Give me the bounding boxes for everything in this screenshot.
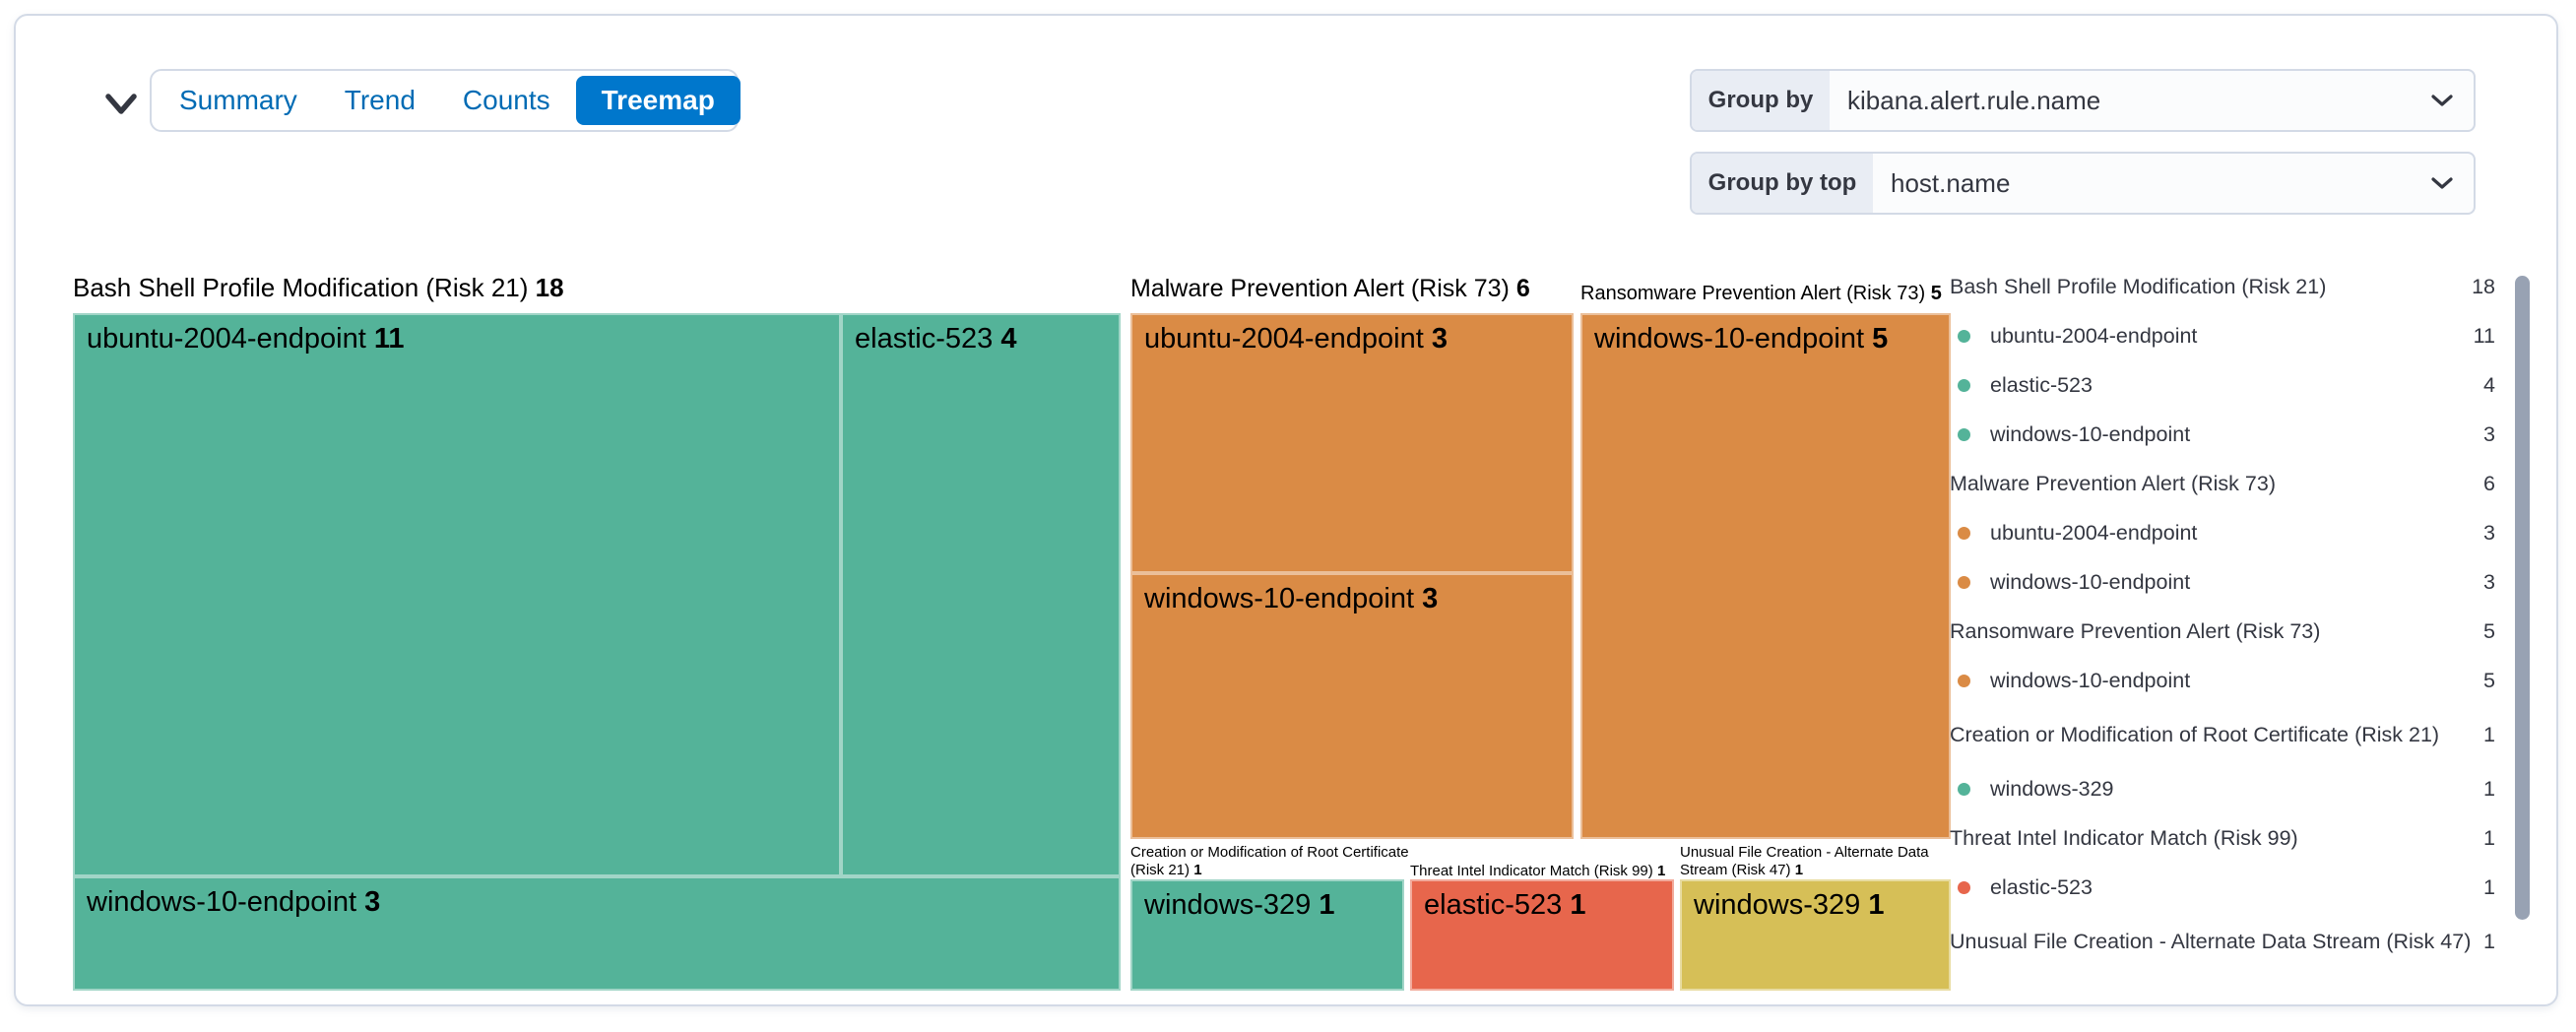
group-by-top-select[interactable]: Group by top host.name [1690,152,2476,215]
group-by-top-value: host.name [1891,167,2011,198]
legend-count: 4 [2483,372,2495,397]
treemap-rule-header-malware: Malware Prevention Alert (Risk 73) 6 [1130,275,1530,302]
legend-row[interactable]: windows-10-endpoint 3 [1950,410,2495,459]
treemap-legend: Bash Shell Profile Modification (Risk 21… [1950,262,2495,971]
legend-dot-icon [1958,378,1970,392]
legend-count: 5 [2483,668,2495,692]
tab-treemap-selected[interactable]: Treemap [575,76,741,125]
legend-label: ubuntu-2004-endpoint [1990,324,2198,348]
legend-label: Bash Shell Profile Modification (Risk 21… [1950,275,2327,298]
legend-count: 3 [2483,520,2495,545]
tile-label: windows-10-endpoint 5 [1594,323,1889,355]
legend-dot-icon [1958,526,1970,540]
legend-row[interactable]: elastic-523 4 [1950,360,2495,410]
tab-counts[interactable]: Counts [462,85,550,115]
treemap-tile[interactable]: windows-10-endpoint 3 [1130,573,1574,839]
legend-row[interactable]: Bash Shell Profile Modification (Risk 21… [1950,262,2495,311]
legend-label: Creation or Modification of Root Certifi… [1950,723,2440,746]
tile-label: elastic-523 1 [1424,889,1586,921]
view-tab-group: Summary Trend Counts Treemap [150,69,741,132]
legend-row[interactable]: Creation or Modification of Root Certifi… [1950,705,2495,764]
treemap-tile[interactable]: windows-10-endpoint 5 [1580,313,1951,839]
legend-row[interactable]: Unusual File Creation - Alternate Data S… [1950,912,2495,971]
treemap-rule-header-threat-intel: Threat Intel Indicator Match (Risk 99) 1 [1410,863,1666,879]
legend-label: Ransomware Prevention Alert (Risk 73) [1950,619,2321,643]
tile-label: ubuntu-2004-endpoint 11 [87,323,405,355]
chevron-down-icon [105,94,137,114]
tile-label: windows-10-endpoint 3 [1144,583,1439,614]
legend-count: 3 [2483,421,2495,446]
legend-count: 18 [2472,274,2495,298]
legend-dot-icon [1958,575,1970,589]
legend-row[interactable]: windows-329 1 [1950,764,2495,813]
tile-label: ubuntu-2004-endpoint 3 [1144,323,1449,355]
treemap-rule-header-root-certificate: Creation or Modification of Root Certifi… [1130,844,1409,878]
legend-dot-icon [1958,782,1970,796]
legend-dot-icon [1958,880,1970,894]
legend-row[interactable]: elastic-523 1 [1950,863,2495,912]
treemap-tile[interactable]: windows-329 1 [1680,879,1951,991]
legend-row[interactable]: Ransomware Prevention Alert (Risk 73) 5 [1950,607,2495,656]
legend-count: 3 [2483,569,2495,594]
group-by-value: kibana.alert.rule.name [1847,85,2101,115]
legend-label: ubuntu-2004-endpoint [1990,521,2198,545]
legend-row[interactable]: Malware Prevention Alert (Risk 73) 6 [1950,459,2495,508]
legend-label: Malware Prevention Alert (Risk 73) [1950,472,2276,495]
legend-dot-icon [1958,329,1970,343]
treemap-rule-header-bash: Bash Shell Profile Modification (Risk 21… [73,273,564,302]
treemap-tile[interactable]: windows-10-endpoint 3 [73,876,1121,991]
legend-scrollbar[interactable] [2515,276,2530,920]
treemap-tile[interactable]: windows-329 1 [1130,879,1404,991]
legend-label: elastic-523 [1990,373,2093,397]
legend-row[interactable]: windows-10-endpoint 3 [1950,557,2495,607]
chevron-down-icon [2431,95,2453,106]
treemap-tile[interactable]: elastic-523 4 [841,313,1121,876]
legend-count: 1 [2483,722,2495,746]
collapse-panel-button[interactable] [98,85,144,124]
legend-count: 1 [2483,874,2495,899]
tab-summary[interactable]: Summary [179,85,297,115]
legend-label: windows-10-endpoint [1990,422,2191,446]
legend-label: windows-329 [1990,777,2114,801]
legend-label: Unusual File Creation - Alternate Data S… [1950,930,2472,953]
legend-count: 11 [2473,323,2495,348]
treemap-tile[interactable]: ubuntu-2004-endpoint 3 [1130,313,1574,573]
chevron-down-icon [2431,177,2453,189]
tile-label: elastic-523 4 [855,323,1017,355]
legend-dot-icon [1958,674,1970,687]
group-by-select[interactable]: Group by kibana.alert.rule.name [1690,69,2476,132]
treemap-rule-header-ransomware: Ransomware Prevention Alert (Risk 73) 5 [1580,283,1942,304]
tile-label: windows-329 1 [1694,889,1885,921]
treemap-tile[interactable]: elastic-523 1 [1410,879,1674,991]
alerts-panel: Summary Trend Counts Treemap Group by ki… [14,14,2558,1006]
legend-label: windows-10-endpoint [1990,570,2191,594]
group-by-prepend-label: Group by [1692,71,1830,130]
group-by-top-caret[interactable] [2411,154,2474,213]
legend-count: 1 [2483,776,2495,801]
legend-count: 1 [2483,929,2495,953]
legend-label: windows-10-endpoint [1990,669,2191,692]
tab-trend[interactable]: Trend [344,85,416,115]
treemap-tile[interactable]: ubuntu-2004-endpoint 11 [73,313,841,876]
legend-dot-icon [1958,427,1970,441]
tile-label: windows-10-endpoint 3 [87,886,381,918]
legend-row[interactable]: ubuntu-2004-endpoint 11 [1950,311,2495,360]
tile-label: windows-329 1 [1144,889,1335,921]
legend-count: 6 [2483,471,2495,495]
legend-label: Threat Intel Indicator Match (Risk 99) [1950,826,2298,850]
legend-row[interactable]: windows-10-endpoint 5 [1950,656,2495,705]
group-by-caret[interactable] [2411,71,2474,130]
group-by-top-prepend-label: Group by top [1692,154,1873,213]
legend-label: elastic-523 [1990,875,2093,899]
legend-count: 1 [2483,825,2495,850]
legend-count: 5 [2483,618,2495,643]
treemap-rule-header-unusual-file: Unusual File Creation - Alternate Data S… [1680,844,1929,878]
legend-row[interactable]: ubuntu-2004-endpoint 3 [1950,508,2495,557]
legend-row[interactable]: Threat Intel Indicator Match (Risk 99) 1 [1950,813,2495,863]
